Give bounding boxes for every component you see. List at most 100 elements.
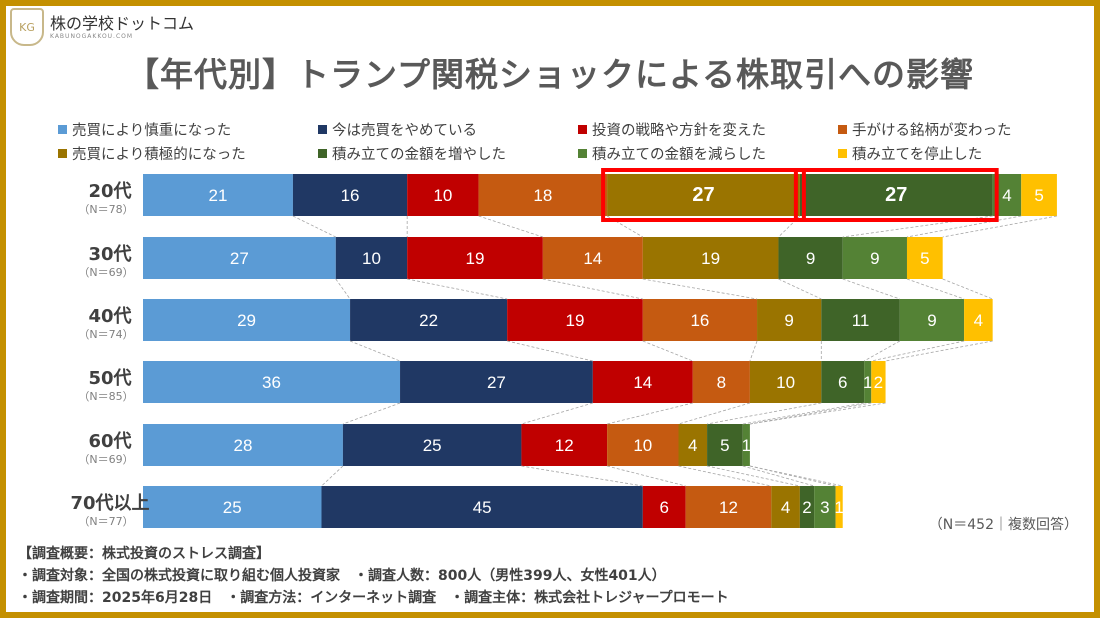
- data-label: 36: [262, 373, 281, 392]
- bar-segment: [542, 237, 643, 279]
- data-label: 14: [633, 373, 652, 392]
- legend-swatch: [838, 149, 847, 158]
- data-label: 27: [487, 373, 506, 392]
- highlight-box: [793, 168, 999, 222]
- data-label: 5: [720, 436, 729, 455]
- bar-segment: [400, 361, 593, 403]
- bar-segment: [778, 237, 843, 279]
- data-label: 16: [341, 186, 360, 205]
- data-label: 27: [230, 249, 249, 268]
- bar-segment: [864, 361, 872, 403]
- data-label: 4: [688, 436, 697, 455]
- data-label: 2: [874, 373, 883, 392]
- bar-segment: [350, 299, 508, 341]
- data-label: 25: [423, 436, 442, 455]
- bar-segment: [757, 299, 822, 341]
- bar-segment: [607, 174, 800, 216]
- legend-item: 売買により積極的になった: [58, 143, 246, 164]
- bar-segment: [906, 237, 943, 279]
- legend-label: 積み立ての金額を減らした: [592, 147, 766, 163]
- series-connector-line: [942, 278, 993, 300]
- series-connector-line: [742, 465, 815, 487]
- series-connector-line: [906, 278, 965, 300]
- bar-segment: [507, 299, 643, 341]
- bar-segment: [292, 174, 408, 216]
- bar-segment: [871, 361, 886, 403]
- data-label: 3: [820, 498, 829, 517]
- data-label: 4: [781, 498, 790, 517]
- data-label: 1: [742, 436, 751, 455]
- series-connector-line: [749, 402, 886, 425]
- series-connector-line: [478, 215, 543, 238]
- category-label: 20代: [88, 181, 131, 202]
- data-label: 5: [1034, 186, 1043, 205]
- legend-item: 売買により慎重になった: [58, 119, 231, 140]
- legend-label: 積み立ての金額を増やした: [332, 147, 506, 163]
- data-label: 2: [802, 498, 811, 517]
- bar-segment: [143, 361, 401, 403]
- series-connector-line: [642, 278, 758, 300]
- data-label: 12: [555, 436, 574, 455]
- bar-segment: [707, 424, 743, 466]
- bar-segment: [407, 237, 543, 279]
- bar-segment: [143, 174, 293, 216]
- legend-item: 積み立ての金額を減らした: [578, 143, 766, 164]
- bar-segment: [607, 424, 679, 466]
- bar-segment: [842, 237, 907, 279]
- data-label: 27: [692, 184, 714, 206]
- bar-segment: [478, 174, 608, 216]
- data-label: 10: [776, 373, 795, 392]
- legend-swatch: [838, 125, 847, 134]
- series-connector-line: [871, 340, 965, 362]
- bar-segment: [335, 237, 408, 279]
- legend-swatch: [578, 149, 587, 158]
- data-label: 27: [885, 184, 907, 206]
- legend-label: 売買により慎重になった: [72, 123, 232, 139]
- logo-mark-icon: KG: [10, 8, 44, 46]
- logo-text: 株の学校ドットコム: [50, 13, 195, 33]
- data-label: 21: [209, 186, 228, 205]
- data-label: 9: [784, 311, 793, 330]
- data-label: 11: [852, 311, 870, 330]
- series-connector-line: [778, 278, 822, 300]
- series-connector-line: [749, 402, 872, 425]
- series-connector-line: [521, 402, 593, 425]
- data-label: 6: [838, 373, 847, 392]
- series-connector-line: [842, 278, 900, 300]
- bar-segment: [964, 299, 993, 341]
- legend-swatch: [318, 125, 327, 134]
- bar-segment: [685, 486, 772, 528]
- legend-label: 売買により積極的になった: [72, 147, 246, 163]
- category-n-label: （N＝78）: [78, 203, 133, 216]
- bar-segment: [814, 486, 836, 528]
- series-connector-line: [863, 340, 901, 362]
- category-n-label: （N＝85）: [78, 390, 133, 403]
- legend-label: 今は売買をやめている: [332, 123, 477, 139]
- category-n-label: （N＝69）: [78, 453, 133, 466]
- data-label: 18: [533, 186, 552, 205]
- bar-segment: [642, 299, 758, 341]
- legend-swatch: [318, 149, 327, 158]
- survey-target: ・調査対象：全国の株式投資に取り組む個人投資家 ・調査人数：800人（男性399…: [18, 568, 666, 584]
- data-label: 6: [659, 498, 668, 517]
- bar-segment: [342, 424, 522, 466]
- bar-segment: [407, 174, 479, 216]
- series-connector-line: [642, 340, 693, 362]
- data-label: 9: [927, 311, 936, 330]
- category-label: 50代: [88, 368, 131, 389]
- chart-title: 【年代別】トランプ関税ショックによる株取引への影響: [125, 55, 975, 94]
- legend-item: 投資の戦略や方針を変えた: [578, 119, 766, 140]
- category-n-label: （N＝77）: [78, 515, 133, 528]
- bar-segment: [143, 486, 322, 528]
- bar-segment: [321, 486, 643, 528]
- data-label: 12: [719, 498, 738, 517]
- series-connector-line: [749, 465, 843, 487]
- series-connector-line: [885, 340, 993, 362]
- series-connector-line: [349, 340, 401, 362]
- bar-segment: [642, 237, 779, 279]
- data-label: 14: [583, 249, 602, 268]
- bar-segment: [771, 486, 800, 528]
- series-connector-line: [407, 278, 508, 300]
- survey-summary: 【調査概要：株式投資のストレス調査】 ・調査対象：全国の株式投資に取り組む個人投…: [18, 543, 729, 609]
